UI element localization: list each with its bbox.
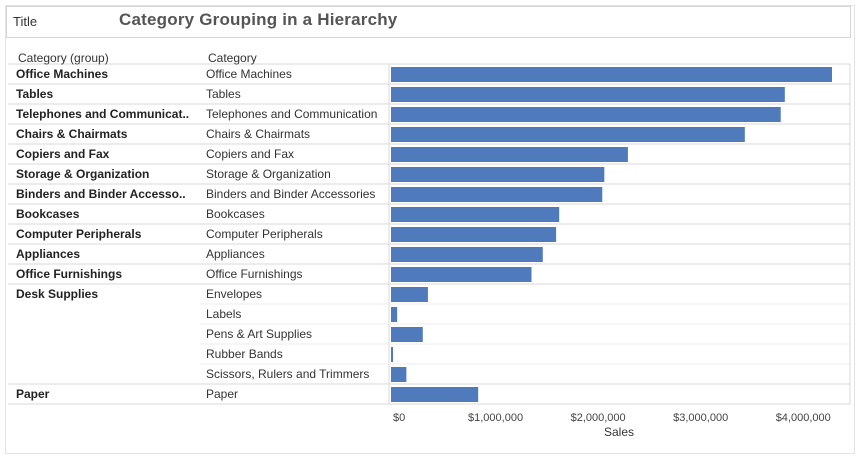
category-label: Computer Peripherals: [206, 227, 323, 241]
x-tick-label: $1,000,000: [468, 412, 523, 424]
group-label: Bookcases: [16, 207, 80, 221]
category-labels: Office Machines Tables Telephones and Comm…: [206, 67, 377, 401]
bar: [391, 107, 781, 122]
bar: [391, 287, 428, 302]
group-label: Desk Supplies: [16, 287, 98, 301]
group-label: Tables: [16, 87, 53, 101]
category-label: Envelopes: [206, 287, 262, 301]
bar: [391, 207, 560, 222]
category-label: Binders and Binder Accessories: [206, 187, 375, 201]
bars: [391, 67, 832, 402]
group-label: Copiers and Fax: [16, 147, 110, 161]
category-label: Tables: [206, 87, 241, 101]
x-axis-ticks: $0 $1,000,000 $2,000,000 $3,000,000 $4,000,0…: [393, 412, 831, 424]
bar: [391, 247, 543, 262]
bar: [391, 387, 479, 402]
category-label: Rubber Bands: [206, 347, 283, 361]
category-label: Office Furnishings: [206, 267, 303, 281]
group-column-header: Category (group): [18, 51, 109, 65]
x-axis-title: Sales: [604, 425, 634, 439]
category-label: Bookcases: [206, 207, 265, 221]
bar: [391, 187, 603, 202]
group-label: Office Machines: [16, 67, 108, 81]
group-label: Chairs & Chairmats: [16, 127, 128, 141]
group-label: Paper: [16, 387, 50, 401]
group-label: Telephones and Communicat..: [16, 107, 189, 121]
x-tick-label: $3,000,000: [673, 412, 728, 424]
bar: [391, 127, 745, 142]
category-column-header: Category: [208, 51, 257, 65]
category-label: Labels: [206, 307, 241, 321]
category-label: Scissors, Rulers and Trimmers: [206, 367, 369, 381]
group-label: Computer Peripherals: [16, 227, 142, 241]
group-label: Appliances: [16, 247, 80, 261]
bar: [391, 67, 832, 82]
bar: [391, 307, 398, 322]
row-lines: [8, 63, 851, 405]
title-tag: Title: [13, 14, 38, 29]
category-label: Chairs & Chairmats: [206, 127, 310, 141]
category-label: Copiers and Fax: [206, 147, 294, 161]
bar: [391, 267, 532, 282]
chart-title: Category Grouping in a Hierarchy: [119, 10, 398, 29]
group-label: Binders and Binder Accesso..: [16, 187, 186, 201]
bar: [391, 327, 423, 342]
x-tick-label: $0: [393, 412, 405, 424]
group-labels: Office Machines Tables Telephones and Comm…: [16, 67, 189, 401]
group-label: Storage & Organization: [16, 167, 149, 181]
bar: [391, 367, 407, 382]
category-label: Appliances: [206, 247, 265, 261]
category-label: Paper: [206, 387, 238, 401]
bar: [391, 147, 628, 162]
x-tick-label: $4,000,000: [776, 412, 831, 424]
group-label: Office Furnishings: [16, 267, 122, 281]
title-bar: Title Category Grouping in a Hierarchy: [6, 6, 851, 38]
category-label: Storage & Organization: [206, 167, 331, 181]
bar: [391, 227, 557, 242]
bar: [391, 167, 605, 182]
bar: [391, 347, 394, 362]
x-tick-label: $2,000,000: [571, 412, 626, 424]
category-label: Office Machines: [206, 67, 292, 81]
category-label: Telephones and Communication: [206, 107, 377, 121]
bar: [391, 87, 785, 102]
category-label: Pens & Art Supplies: [206, 327, 312, 341]
